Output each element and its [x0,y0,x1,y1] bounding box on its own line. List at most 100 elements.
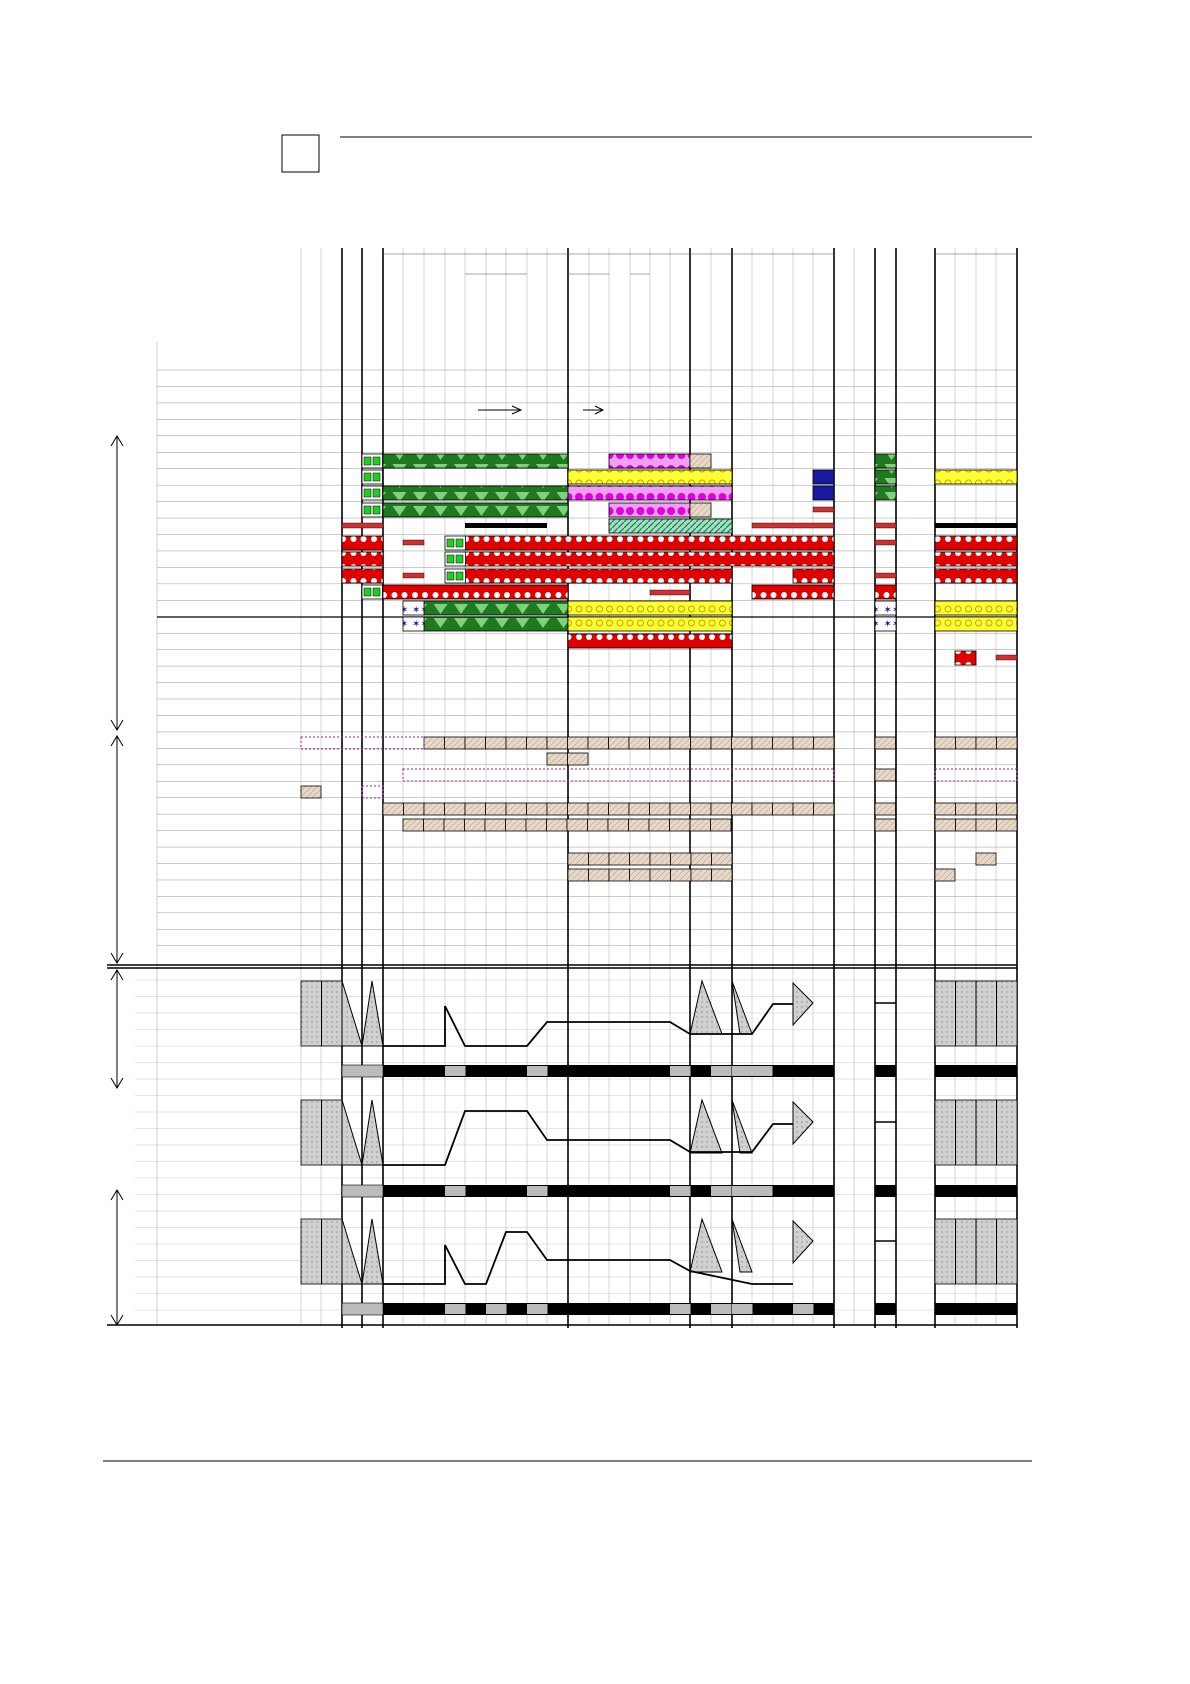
cell-square [363,488,372,498]
tan-cell [567,868,589,882]
signal-gap [445,1304,466,1314]
tan-cell [484,818,506,832]
tan-cell [649,852,671,866]
tan-cell [567,852,589,866]
dotted-box [934,768,1018,782]
cell [567,616,733,632]
corner-box [281,134,320,173]
tan-cell [731,802,753,816]
dotted-box [361,785,384,799]
cell [934,600,1018,616]
signal-gap [670,1066,691,1076]
signal-gap [711,1066,732,1076]
wave-ramp [689,1098,723,1154]
signal-bar [341,1302,384,1316]
tan-cell [588,868,610,882]
cell [812,469,835,485]
wave-ramp [361,1099,384,1166]
cell-square [363,472,372,482]
signal-gap [527,1066,548,1076]
tan-cell [955,736,977,750]
tan-cell [934,818,956,832]
cell [341,535,384,551]
wave-line [383,1003,793,1047]
tan-cell [423,736,445,750]
small-mark [874,572,897,579]
tan-cell [587,818,609,832]
tan-cell [874,802,896,816]
tan-cell [996,736,1018,750]
small-mark [874,539,897,546]
tan-cell [300,785,322,799]
tan-cell [934,868,956,882]
small-mark [995,654,1018,661]
cell [382,485,569,501]
signal-gap [711,1186,732,1196]
cell [874,469,897,485]
wave-ramp [361,1218,384,1285]
tan-cell [669,736,691,750]
cell [608,518,733,534]
tan-cell [731,736,753,750]
signal-gap [670,1304,691,1314]
cell [382,453,569,469]
signal-bar [935,1065,1017,1077]
dotted-box [300,736,425,750]
cell-square [363,587,372,597]
cell-square [372,472,381,482]
small-mark [402,572,425,579]
tan-cell [608,868,630,882]
cell-square [372,488,381,498]
signal-gap [711,1304,732,1314]
tan-cell [423,818,445,832]
tan-cell [690,852,712,866]
wave-ramp [731,1099,753,1154]
tan-cell [710,736,732,750]
cell [567,469,733,485]
cell [608,502,691,518]
cell-square [455,554,464,564]
arrow-head [511,405,523,415]
tan-cell [628,802,650,816]
cell-square [455,571,464,581]
arrow-head [110,435,124,731]
tan-cell [566,818,588,832]
tan-cell [587,802,609,816]
cell [464,551,835,567]
cell [934,469,1018,485]
small-mark [812,506,835,513]
tan-cell [975,852,997,866]
tan-cell [382,802,404,816]
tan-cell [505,736,527,750]
tan-cell [628,818,650,832]
wave-ramp [341,980,363,1047]
cell [934,551,1018,567]
signal-gap [793,1304,814,1314]
wave-ramp [731,980,753,1035]
cell-square [446,554,455,564]
dotted-box [402,768,835,782]
wave-ramp [792,1100,814,1146]
signal-gap [752,1066,773,1076]
tan-cell [567,736,589,750]
tan-cell [444,736,466,750]
cell [751,584,835,600]
tan-cell [649,868,671,882]
tan-cell [955,818,977,832]
tan-cell [629,852,651,866]
tan-cell [402,818,424,832]
signal-bar [935,1303,1017,1315]
cell-square [455,538,464,548]
tan-cell [689,818,711,832]
tan-cell [588,852,610,866]
signal-gap [732,1186,753,1196]
wave-ramp [792,981,814,1027]
tan-cell [464,818,486,832]
tan-cell [546,818,568,832]
signal-bar [875,1065,896,1077]
small-mark [751,522,835,529]
signal-bar [875,1303,896,1315]
wave-line [383,1110,793,1166]
cell [567,600,733,616]
